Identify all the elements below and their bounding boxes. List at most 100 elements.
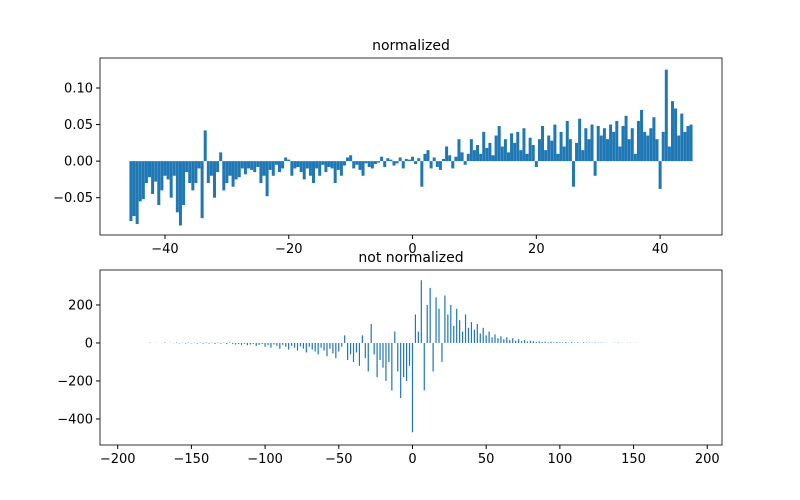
bar: [341, 342, 343, 347]
bar: [459, 320, 461, 343]
bar: [385, 342, 387, 381]
bar: [519, 150, 523, 162]
subplot-title: not normalized: [358, 250, 463, 266]
subplot-title: normalized: [372, 38, 450, 54]
bar: [497, 338, 499, 343]
bar: [534, 161, 538, 167]
bar: [135, 161, 139, 225]
bar: [652, 117, 656, 162]
bar: [214, 342, 216, 344]
bar: [312, 161, 316, 184]
bar: [281, 161, 285, 169]
bar: [441, 158, 445, 162]
bar: [541, 342, 543, 343]
bar: [547, 342, 549, 343]
bar: [225, 161, 229, 184]
bar: [470, 322, 473, 343]
bar: [454, 156, 458, 162]
bar: [491, 155, 495, 162]
bar: [256, 161, 260, 167]
bar: [615, 120, 619, 162]
bar: [361, 335, 363, 343]
bar: [271, 161, 275, 176]
bar: [578, 118, 582, 162]
bar: [397, 342, 399, 372]
bar: [358, 161, 362, 170]
bar: [274, 161, 278, 165]
bar: [544, 341, 546, 343]
bar: [330, 161, 334, 169]
bar: [169, 161, 173, 198]
bar: [184, 342, 187, 344]
x-tick-label: −150: [174, 452, 210, 467]
bar: [553, 124, 557, 162]
bar: [532, 341, 534, 343]
bar: [553, 342, 555, 343]
y-tick-label: 0.00: [64, 155, 93, 170]
bar: [664, 69, 668, 162]
bar: [398, 157, 402, 162]
bar: [141, 161, 145, 200]
bar: [517, 339, 520, 343]
bar: [576, 342, 579, 343]
bar: [279, 342, 281, 349]
bar: [352, 161, 356, 169]
bar: [482, 131, 486, 162]
bar: [411, 342, 414, 433]
bar: [208, 342, 210, 344]
bar: [612, 131, 616, 162]
bar: [132, 161, 136, 216]
bar: [249, 342, 251, 345]
y-tick-label: −400: [57, 412, 93, 427]
bar: [438, 308, 440, 343]
bar: [447, 314, 449, 343]
bar: [456, 308, 458, 343]
bar: [531, 145, 535, 162]
bar: [151, 161, 155, 195]
bar: [516, 131, 520, 162]
bar: [203, 130, 207, 162]
bar: [503, 339, 505, 343]
bar: [240, 161, 244, 169]
bar: [658, 161, 662, 189]
bar: [640, 109, 644, 162]
bar: [596, 126, 600, 162]
bar: [222, 161, 226, 191]
bar: [417, 158, 421, 162]
bar: [373, 161, 377, 165]
bar: [624, 115, 628, 162]
bar: [293, 342, 296, 348]
bar: [191, 161, 195, 191]
bar: [670, 101, 674, 162]
bar: [655, 139, 659, 162]
bar: [448, 155, 452, 162]
bar: [370, 323, 372, 343]
bar: [347, 342, 349, 361]
bar: [500, 146, 504, 162]
bar: [500, 336, 502, 343]
bar: [537, 139, 541, 162]
bar: [488, 142, 492, 162]
bar: [282, 342, 284, 345]
bar: [525, 153, 529, 162]
y-tick-label: −200: [57, 374, 93, 389]
bar: [315, 161, 319, 169]
bar: [562, 342, 564, 343]
bar: [321, 161, 325, 165]
bar: [253, 161, 257, 173]
bar: [250, 161, 254, 170]
bar: [317, 342, 319, 355]
bar: [388, 342, 390, 362]
bar: [429, 161, 433, 169]
bar: [559, 342, 561, 343]
bar: [166, 161, 170, 180]
bar: [411, 156, 415, 162]
y-tick-label: −0.05: [53, 191, 93, 206]
bar: [376, 342, 378, 378]
bar: [220, 342, 222, 344]
bar: [606, 139, 610, 162]
bar: [311, 342, 313, 350]
bar: [476, 145, 480, 162]
bar: [450, 304, 452, 343]
bar: [364, 342, 366, 359]
